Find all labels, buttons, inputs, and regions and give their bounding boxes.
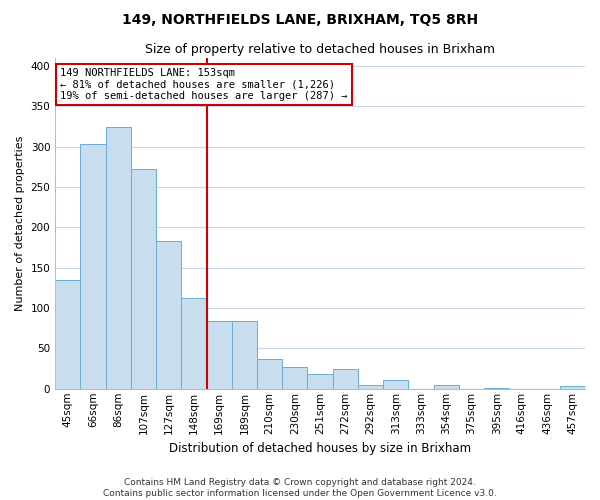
Title: Size of property relative to detached houses in Brixham: Size of property relative to detached ho…	[145, 42, 495, 56]
Bar	[282, 367, 307, 389]
Bar	[332, 368, 358, 389]
Bar	[181, 298, 206, 389]
Bar	[55, 280, 80, 389]
Bar	[560, 386, 585, 389]
Text: Contains HM Land Registry data © Crown copyright and database right 2024.
Contai: Contains HM Land Registry data © Crown c…	[103, 478, 497, 498]
Bar	[232, 321, 257, 389]
Bar	[131, 170, 156, 389]
Bar	[106, 126, 131, 389]
Bar	[156, 241, 181, 389]
Bar	[484, 388, 509, 389]
Bar	[383, 380, 409, 389]
Bar	[434, 384, 459, 389]
Bar	[307, 374, 332, 389]
Bar	[206, 321, 232, 389]
Text: 149, NORTHFIELDS LANE, BRIXHAM, TQ5 8RH: 149, NORTHFIELDS LANE, BRIXHAM, TQ5 8RH	[122, 12, 478, 26]
Y-axis label: Number of detached properties: Number of detached properties	[15, 136, 25, 311]
Bar	[358, 384, 383, 389]
X-axis label: Distribution of detached houses by size in Brixham: Distribution of detached houses by size …	[169, 442, 471, 455]
Bar	[257, 359, 282, 389]
Bar	[80, 144, 106, 389]
Text: 149 NORTHFIELDS LANE: 153sqm
← 81% of detached houses are smaller (1,226)
19% of: 149 NORTHFIELDS LANE: 153sqm ← 81% of de…	[61, 68, 348, 101]
